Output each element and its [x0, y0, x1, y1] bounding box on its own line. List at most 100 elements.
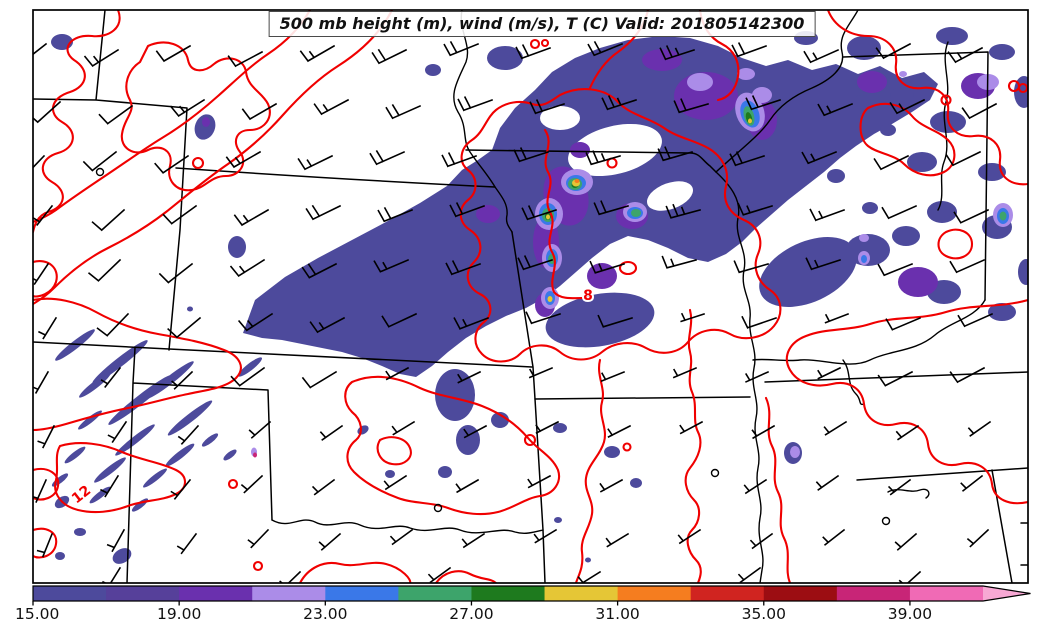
wind-barb — [665, 203, 701, 219]
wind-barb — [155, 44, 192, 63]
wind-barb — [391, 420, 416, 436]
wind-barb — [170, 478, 192, 500]
wind-barb — [98, 104, 134, 125]
wind-barb — [517, 255, 554, 271]
colorbar-extend-arrow — [983, 586, 1031, 601]
wind-barb — [241, 102, 278, 121]
wind-barb — [600, 370, 626, 383]
wind-barb — [229, 258, 266, 278]
colorbar-tick-label: 15.00 — [15, 605, 59, 623]
wind-barb — [945, 150, 982, 167]
colorbar-segment — [836, 586, 911, 601]
wind-barb — [311, 478, 336, 496]
wind-barb — [749, 532, 774, 550]
colorbar-segment — [33, 586, 107, 601]
wind-barb — [107, 420, 128, 444]
wind-barb — [515, 44, 552, 60]
wind-barb — [377, 207, 414, 223]
wind-barb — [225, 150, 262, 169]
shaded-field — [51, 27, 1028, 564]
map-frame — [32, 9, 1029, 584]
colorbar-segment — [471, 586, 546, 601]
wind-barb — [313, 98, 350, 116]
colorbar-segment — [106, 586, 180, 601]
wind-barb — [881, 204, 918, 220]
wind-barb — [729, 151, 766, 167]
wind-barb — [894, 532, 918, 551]
colorbar-segment — [617, 586, 692, 601]
wind-barb — [967, 420, 992, 437]
wind-barb — [176, 532, 198, 555]
wind-barb — [371, 48, 408, 65]
wind-barb — [607, 424, 632, 438]
wind-barb — [895, 424, 920, 441]
wind-barb — [383, 474, 408, 491]
wind-barb — [33, 370, 50, 394]
wind-barb — [657, 146, 693, 162]
contour-label: 8 — [583, 288, 593, 304]
colorbar-segment — [909, 586, 984, 601]
wind-barb — [441, 152, 478, 168]
wind-barb — [741, 315, 778, 329]
wind-barb — [37, 424, 56, 449]
wind-barb — [751, 424, 776, 440]
wind-barb — [801, 150, 838, 165]
wind-barb — [106, 528, 126, 553]
colorbar-segment — [763, 586, 838, 601]
wind-barb — [533, 528, 558, 544]
wind-barb — [162, 204, 198, 225]
colorbar-segment — [398, 586, 473, 601]
calm-wind-circle — [881, 516, 891, 526]
wind-barb — [949, 366, 986, 384]
wind-barb — [601, 95, 638, 111]
wind-barb — [960, 474, 984, 492]
wind-barb — [427, 566, 452, 583]
wind-barb — [319, 424, 344, 441]
wind-barb — [898, 570, 922, 583]
wind-barb — [87, 258, 122, 282]
wind-barb — [535, 420, 560, 434]
wind-barb — [809, 208, 846, 222]
wind-barb — [823, 420, 848, 436]
wind-barb — [457, 96, 494, 112]
wind-barb — [389, 528, 414, 546]
wind-barb — [237, 312, 274, 332]
wind-barb — [599, 478, 624, 493]
wind-barb — [297, 154, 334, 171]
wind-barb — [877, 370, 914, 387]
wind-barb — [966, 528, 990, 548]
wind-barb — [299, 44, 336, 63]
colorbar-tick-label: 39.00 — [888, 605, 932, 623]
colorbar-segment — [544, 586, 619, 601]
colorbar-segment — [690, 586, 765, 601]
calm-wind-circle — [433, 503, 443, 513]
colorbar-tick-label: 27.00 — [449, 605, 493, 623]
wind-barb — [817, 102, 854, 117]
wind-barb — [102, 566, 122, 583]
wind-barb — [745, 95, 782, 111]
wind-barb — [305, 204, 342, 221]
wind-barb — [158, 262, 194, 284]
wind-barb — [455, 478, 480, 494]
wind-barb — [803, 48, 840, 64]
colorbar-tick-label: 19.00 — [157, 605, 201, 623]
wind-barb — [824, 312, 850, 324]
wind-barb — [443, 41, 480, 57]
wind-barb — [381, 312, 418, 328]
wind-barb — [373, 258, 410, 273]
colorbar-segment — [179, 586, 253, 601]
wind-barb — [743, 478, 768, 495]
wind-barb — [167, 316, 202, 339]
wind-barb — [301, 262, 338, 279]
wind-barb — [91, 208, 126, 232]
wind-barb — [100, 366, 122, 389]
wind-barb — [318, 532, 342, 551]
contour-label: 12 — [69, 483, 94, 508]
wind-barb — [154, 154, 190, 174]
wind-barb — [805, 257, 842, 271]
wind-barb — [733, 260, 769, 274]
plot-title: 500 mb height (m), wind (m/s), T (C) Val… — [268, 11, 816, 37]
wind-barb — [745, 370, 770, 383]
